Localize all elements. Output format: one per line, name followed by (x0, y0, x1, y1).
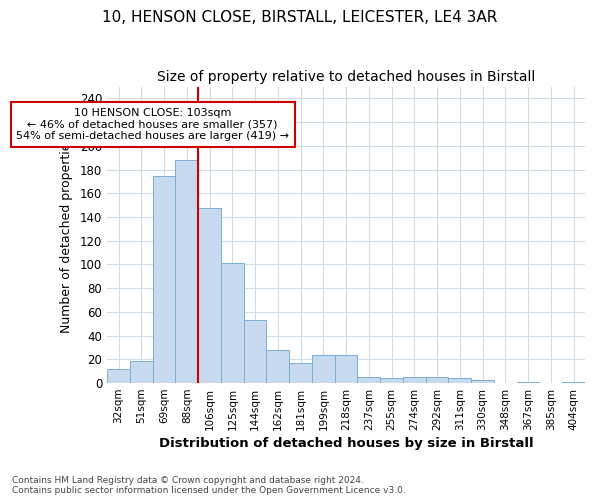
Title: Size of property relative to detached houses in Birstall: Size of property relative to detached ho… (157, 70, 535, 84)
Text: Contains HM Land Registry data © Crown copyright and database right 2024.
Contai: Contains HM Land Registry data © Crown c… (12, 476, 406, 495)
Bar (107, 369, 130, 383)
Bar (335, 354, 358, 383)
Bar (221, 264, 244, 383)
Bar (312, 354, 335, 383)
Bar (358, 377, 380, 383)
Y-axis label: Number of detached properties: Number of detached properties (60, 136, 73, 334)
Text: 10, HENSON CLOSE, BIRSTALL, LEICESTER, LE4 3AR: 10, HENSON CLOSE, BIRSTALL, LEICESTER, L… (103, 10, 497, 25)
Bar (562, 382, 585, 383)
Bar (289, 363, 312, 383)
Bar (471, 380, 494, 383)
Text: 10 HENSON CLOSE: 103sqm
← 46% of detached houses are smaller (357)
54% of semi-d: 10 HENSON CLOSE: 103sqm ← 46% of detache… (16, 108, 289, 141)
Bar (130, 360, 153, 383)
Bar (380, 378, 403, 383)
Bar (175, 160, 198, 383)
Bar (153, 176, 175, 383)
X-axis label: Distribution of detached houses by size in Birstall: Distribution of detached houses by size … (159, 437, 533, 450)
Bar (448, 378, 471, 383)
Bar (266, 350, 289, 383)
Bar (426, 377, 448, 383)
Bar (403, 377, 426, 383)
Bar (517, 382, 539, 383)
Bar (198, 208, 221, 383)
Bar (244, 320, 266, 383)
